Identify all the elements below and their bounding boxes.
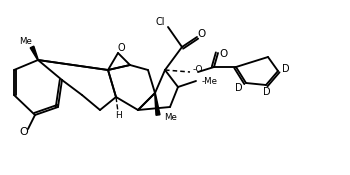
Text: O: O xyxy=(197,29,205,39)
Text: D: D xyxy=(282,64,290,74)
Text: D: D xyxy=(235,83,243,93)
Text: -Me: -Me xyxy=(202,78,218,86)
Polygon shape xyxy=(155,93,160,115)
Text: -O: -O xyxy=(193,65,203,75)
Text: O: O xyxy=(20,127,28,137)
Polygon shape xyxy=(30,46,38,60)
Text: Cl: Cl xyxy=(155,17,165,27)
Text: D: D xyxy=(263,87,271,97)
Text: O: O xyxy=(219,49,227,59)
Text: Me: Me xyxy=(20,37,33,47)
Text: Me: Me xyxy=(164,114,177,122)
Text: H: H xyxy=(116,111,122,121)
Text: O: O xyxy=(117,43,125,53)
